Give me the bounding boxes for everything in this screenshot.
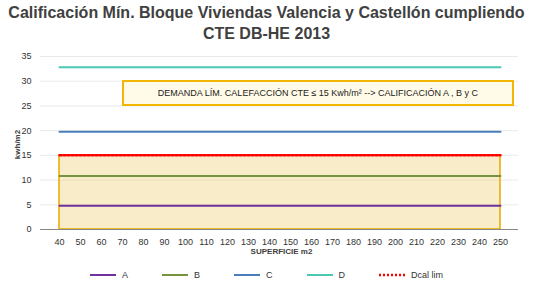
svg-text:50: 50 xyxy=(75,237,85,247)
svg-text:170: 170 xyxy=(325,237,340,247)
svg-text:100: 100 xyxy=(178,237,193,247)
svg-text:250: 250 xyxy=(493,237,508,247)
svg-text:110: 110 xyxy=(199,237,213,247)
html-text:SUPERFICIE m2: SUPERFICIE m2 xyxy=(250,247,313,256)
svg-text:240: 240 xyxy=(472,237,487,247)
svg-text:20: 20 xyxy=(21,126,31,136)
svg-text:190: 190 xyxy=(367,237,382,247)
svg-text:160: 160 xyxy=(304,237,319,247)
svg-text:10: 10 xyxy=(21,175,31,185)
html-text:Calificación Mín. Bloque Vivie: Calificación Mín. Bloque Viviendas Valen… xyxy=(8,4,525,42)
svg-text:90: 90 xyxy=(159,237,169,247)
svg-text:120: 120 xyxy=(220,237,235,247)
svg-text:80: 80 xyxy=(138,237,148,247)
svg-text:15: 15 xyxy=(21,150,31,160)
svg-text:200: 200 xyxy=(388,237,403,247)
svg-text:5: 5 xyxy=(26,200,31,210)
svg-text:180: 180 xyxy=(346,237,361,247)
html-text:DEMANDA LÍM. CALEFACCIÓN CTE ≤: DEMANDA LÍM. CALEFACCIÓN CTE ≤ 15 Kwh/m²… xyxy=(157,88,479,98)
svg-text:210: 210 xyxy=(409,237,424,247)
svg-text:35: 35 xyxy=(21,51,31,61)
svg-text:40: 40 xyxy=(54,237,64,247)
html-text:B: B xyxy=(194,270,200,280)
svg-text:30: 30 xyxy=(21,76,31,86)
html-text:D: D xyxy=(338,270,345,280)
html-text:A: A xyxy=(122,270,128,280)
svg-text:25: 25 xyxy=(21,101,31,111)
svg-text:60: 60 xyxy=(96,237,106,247)
html-text:kwh/m2: kwh/m2 xyxy=(12,129,22,160)
svg-text:70: 70 xyxy=(117,237,127,247)
svg-text:0: 0 xyxy=(26,224,31,234)
svg-text:220: 220 xyxy=(430,237,445,247)
html-text:Dcal lim: Dcal lim xyxy=(411,270,443,280)
svg-text:130: 130 xyxy=(241,237,256,247)
svg-text:150: 150 xyxy=(283,237,298,247)
svg-text:140: 140 xyxy=(262,237,277,247)
svg-text:230: 230 xyxy=(451,237,466,247)
html-text:C: C xyxy=(266,270,273,280)
